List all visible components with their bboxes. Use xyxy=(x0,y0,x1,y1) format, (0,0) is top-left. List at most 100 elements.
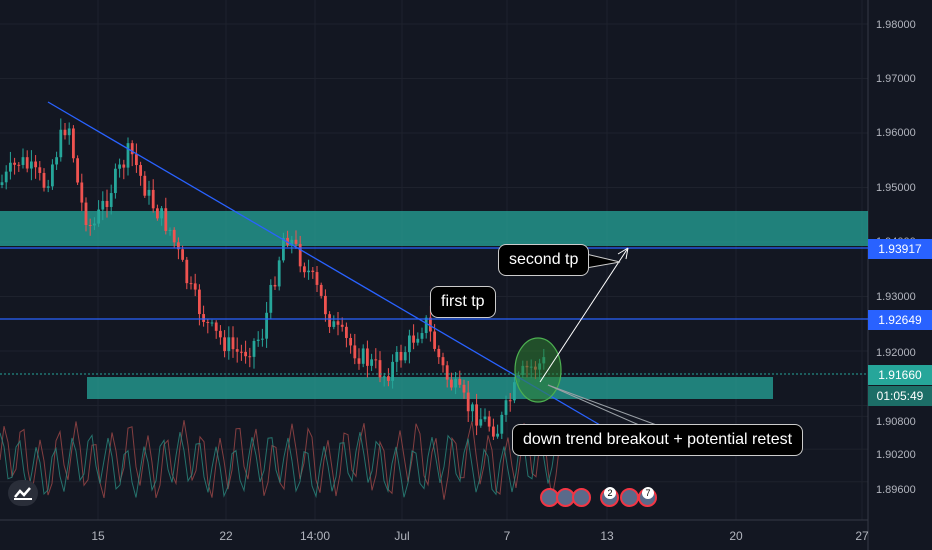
candle-body xyxy=(420,333,424,339)
candle-body xyxy=(424,317,428,334)
candle-body xyxy=(135,154,138,166)
candle-body xyxy=(252,340,256,357)
first-tp-callout[interactable]: first tp xyxy=(430,286,496,318)
candle-body xyxy=(361,348,365,364)
candle-body xyxy=(177,242,180,250)
breakout-callout[interactable]: down trend breakout + potential retest xyxy=(512,424,804,456)
candle-body xyxy=(265,312,268,339)
candle-body xyxy=(286,237,289,245)
y-tick-label: 1.92000 xyxy=(876,347,916,359)
candle-body xyxy=(412,335,415,343)
candle-body xyxy=(59,129,63,158)
candle-body xyxy=(374,359,378,361)
candle-body xyxy=(403,352,407,361)
candle-body xyxy=(340,324,344,327)
candle-body xyxy=(244,351,247,357)
candle-body xyxy=(332,321,336,327)
event-count-badge: 7 xyxy=(642,487,654,499)
candle-body xyxy=(198,289,201,315)
candle-body xyxy=(462,384,466,393)
candle-body xyxy=(508,400,512,402)
candle-body xyxy=(240,351,243,353)
candle-body xyxy=(311,270,315,273)
candle-body xyxy=(130,143,134,155)
candle-body xyxy=(277,260,281,287)
candle-body xyxy=(487,416,491,427)
candle-body xyxy=(223,337,226,352)
candle-body xyxy=(0,182,4,185)
candle-body xyxy=(475,404,478,426)
candle-body xyxy=(34,161,37,168)
candle-body xyxy=(147,189,151,196)
candle-body xyxy=(273,284,277,287)
candle-body xyxy=(21,157,25,165)
candle-body xyxy=(357,358,361,364)
candle-body xyxy=(219,330,222,338)
y-tick-label: 1.93000 xyxy=(876,291,916,303)
candle-body xyxy=(88,225,92,227)
candle-body xyxy=(269,284,273,313)
event-flag-icon[interactable] xyxy=(572,488,591,507)
candle-body xyxy=(315,272,319,285)
candle-body xyxy=(319,284,323,296)
candle-body xyxy=(143,175,147,196)
y-tick-label: 1.90800 xyxy=(876,416,916,428)
candle-body xyxy=(433,331,436,349)
candle-body xyxy=(114,168,117,194)
candle-body xyxy=(429,317,432,332)
candle-body xyxy=(231,337,235,350)
candle-body xyxy=(210,322,214,324)
event-flag-icon[interactable] xyxy=(620,488,639,507)
candle-body xyxy=(172,229,176,243)
x-tick-label: 14:00 xyxy=(299,529,331,543)
downtrend-line xyxy=(47,101,601,426)
x-tick-label: 13 xyxy=(600,529,614,543)
candle-body xyxy=(25,157,29,169)
support-zone xyxy=(87,377,773,399)
candle-body xyxy=(93,223,96,226)
candle-body xyxy=(181,249,184,260)
y-tick-label: 1.95000 xyxy=(876,182,916,194)
candle-body xyxy=(67,128,71,136)
candle-body xyxy=(324,295,327,315)
candle-body xyxy=(492,426,495,437)
y-tick-label: 1.97000 xyxy=(876,73,916,85)
retest-highlight xyxy=(514,337,562,403)
tradingview-logo[interactable] xyxy=(8,480,38,506)
candle-body xyxy=(298,243,302,267)
candle-body xyxy=(479,419,483,426)
level-tag-second-tp: 1.93917 xyxy=(868,239,932,259)
candle-body xyxy=(168,229,172,231)
candle-body xyxy=(382,376,386,378)
candle-body xyxy=(202,314,205,322)
candle-body xyxy=(51,164,54,187)
candle-body xyxy=(441,357,445,366)
candle-body xyxy=(366,348,369,366)
candle-body xyxy=(290,239,294,245)
candle-body xyxy=(38,167,42,173)
candle-body xyxy=(496,433,499,437)
candle-body xyxy=(235,349,239,352)
x-tick-label: 22 xyxy=(219,529,233,543)
candle-body xyxy=(193,283,197,290)
candle-body xyxy=(307,270,310,273)
candle-body xyxy=(370,359,373,366)
target-arrow-line xyxy=(539,247,629,383)
candle-body xyxy=(185,259,189,284)
resistance-zone xyxy=(0,211,868,246)
candle-body xyxy=(156,208,159,219)
candle-body xyxy=(118,164,121,169)
candle-body xyxy=(466,392,470,412)
candle-body xyxy=(500,414,504,434)
candle-body xyxy=(160,208,163,219)
candle-body xyxy=(483,416,487,420)
y-tick-label: 1.89600 xyxy=(876,484,916,496)
current-price-tag: 1.91660 xyxy=(868,365,932,385)
candle-body xyxy=(450,379,453,388)
candle-body xyxy=(97,209,100,224)
candle-body xyxy=(206,321,210,323)
candle-body xyxy=(227,337,231,352)
second-tp-callout[interactable]: second tp xyxy=(498,244,590,276)
